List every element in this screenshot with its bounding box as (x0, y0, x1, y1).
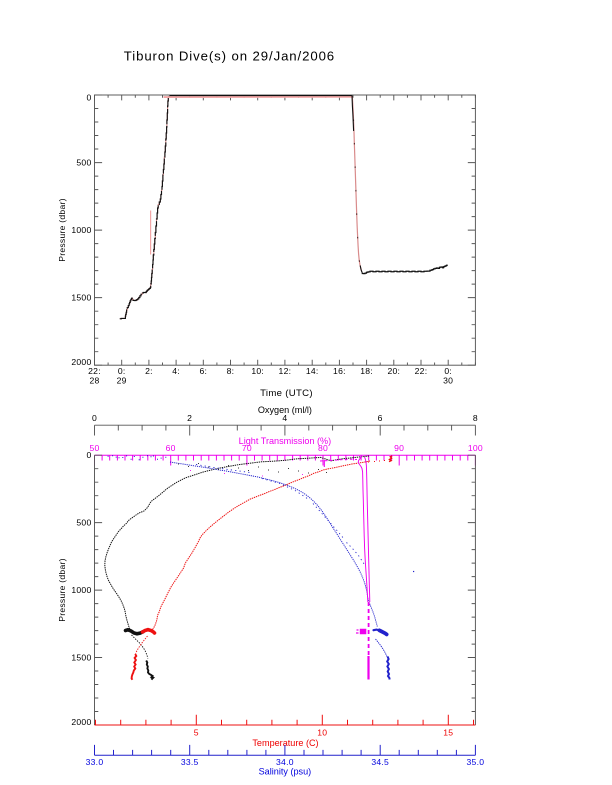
svg-text:22:: 22: (415, 366, 428, 376)
svg-text:8: 8 (473, 413, 478, 423)
svg-text:500: 500 (76, 518, 91, 528)
svg-text:50: 50 (89, 443, 99, 453)
svg-text:29: 29 (117, 375, 127, 385)
svg-text:34.5: 34.5 (371, 757, 389, 767)
svg-text:2:: 2: (145, 366, 153, 376)
svg-text:6:: 6: (199, 366, 207, 376)
svg-text:8:: 8: (227, 366, 235, 376)
svg-text:15: 15 (443, 727, 453, 737)
svg-text:2000: 2000 (71, 357, 91, 367)
svg-text:1500: 1500 (71, 293, 91, 303)
svg-text:30: 30 (443, 375, 453, 385)
svg-text:Light Transmission (%): Light Transmission (%) (239, 436, 331, 446)
svg-text:1000: 1000 (71, 585, 91, 595)
svg-text:0: 0 (86, 450, 91, 460)
svg-text:22:: 22: (88, 366, 101, 376)
svg-text:80: 80 (318, 443, 328, 453)
svg-text:35.0: 35.0 (467, 757, 485, 767)
svg-text:4:: 4: (172, 366, 180, 376)
svg-text:4: 4 (282, 413, 287, 423)
svg-text:20:: 20: (387, 366, 400, 376)
svg-text:0: 0 (92, 413, 97, 423)
svg-text:5: 5 (194, 727, 199, 737)
svg-text:10: 10 (317, 727, 327, 737)
svg-text:16:: 16: (333, 366, 346, 376)
svg-text:70: 70 (242, 443, 252, 453)
svg-text:100: 100 (468, 443, 483, 453)
svg-text:500: 500 (76, 158, 91, 168)
svg-text:Time (UTC): Time (UTC) (260, 388, 313, 399)
svg-text:28: 28 (89, 375, 99, 385)
svg-text:Temperature (C): Temperature (C) (252, 738, 318, 748)
svg-text:1500: 1500 (71, 652, 91, 662)
svg-text:2000: 2000 (71, 717, 91, 727)
svg-text:10:: 10: (251, 366, 264, 376)
svg-text:2: 2 (187, 413, 192, 423)
svg-text:12:: 12: (279, 366, 292, 376)
svg-text:18:: 18: (360, 366, 373, 376)
svg-text:33.5: 33.5 (181, 757, 199, 767)
svg-text:Pressure (dbar): Pressure (dbar) (57, 198, 67, 261)
svg-text:Salinity (psu): Salinity (psu) (259, 766, 312, 776)
svg-text:34.0: 34.0 (276, 757, 294, 767)
svg-text:1000: 1000 (71, 225, 91, 235)
svg-text:6: 6 (378, 413, 383, 423)
svg-text:60: 60 (166, 443, 176, 453)
svg-text:33.0: 33.0 (86, 757, 104, 767)
svg-text:0:: 0: (118, 366, 126, 376)
svg-text:Pressure (dbar): Pressure (dbar) (57, 558, 67, 621)
svg-text:14:: 14: (306, 366, 319, 376)
svg-text:Tiburon Dive(s) on 29/Jan/2006: Tiburon Dive(s) on 29/Jan/2006 (124, 49, 335, 64)
svg-text:90: 90 (394, 443, 404, 453)
svg-text:0: 0 (86, 92, 91, 102)
svg-text:0:: 0: (444, 366, 452, 376)
svg-text:Oxygen (ml/l): Oxygen (ml/l) (258, 405, 312, 415)
